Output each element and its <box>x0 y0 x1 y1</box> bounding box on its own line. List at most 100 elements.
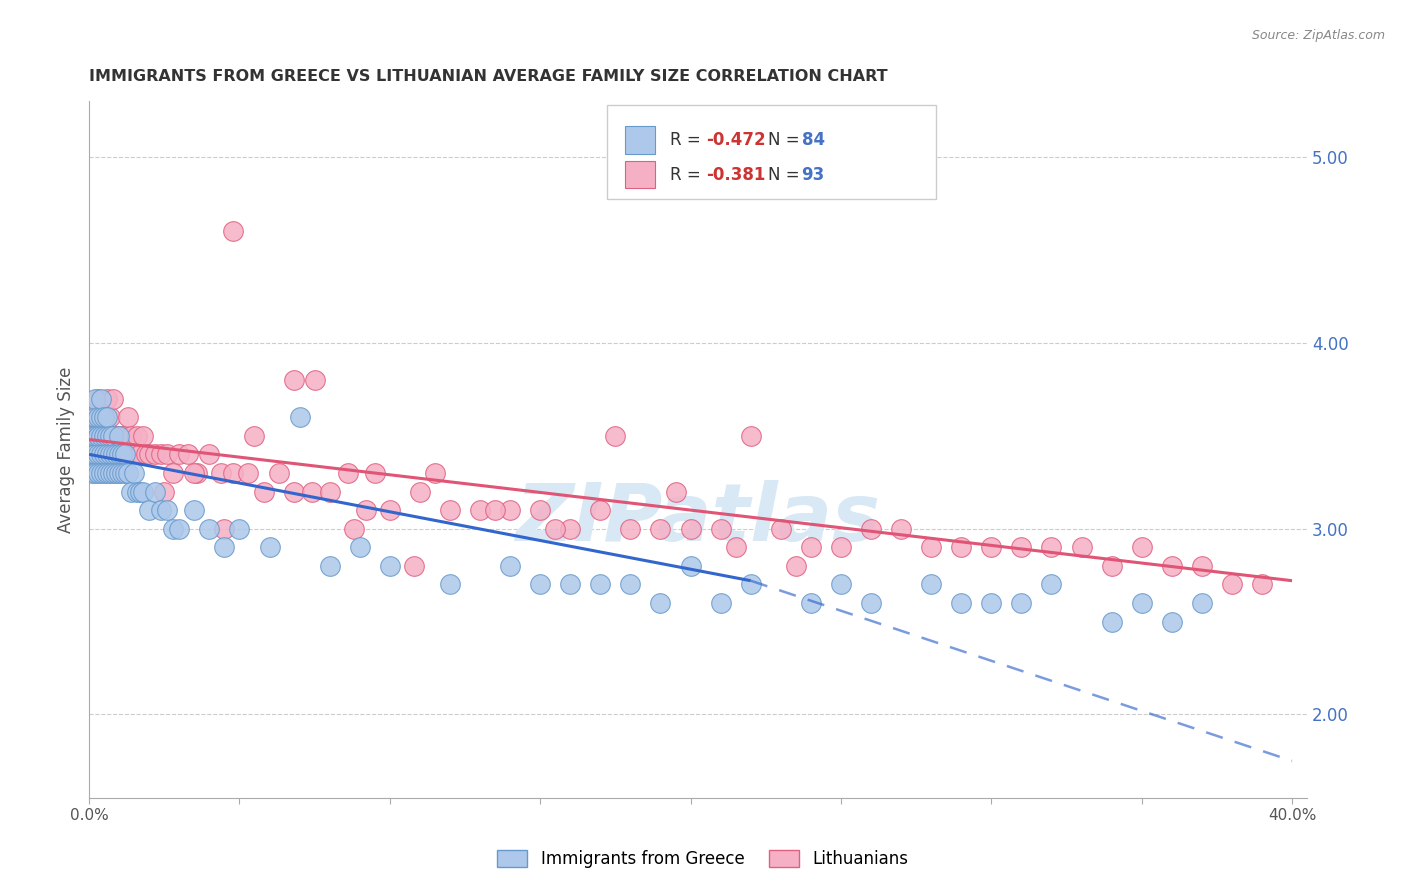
Point <box>186 466 208 480</box>
Point <box>228 522 250 536</box>
Point <box>544 522 567 536</box>
Point <box>105 466 128 480</box>
Point <box>114 466 136 480</box>
Point <box>87 447 110 461</box>
Point <box>120 484 142 499</box>
Point <box>105 447 128 461</box>
Point <box>301 484 323 499</box>
Point <box>96 466 118 480</box>
Point <box>122 466 145 480</box>
Point <box>890 522 912 536</box>
Point <box>198 522 221 536</box>
Point <box>800 541 823 555</box>
Point <box>619 577 641 591</box>
Point <box>132 429 155 443</box>
Point <box>138 503 160 517</box>
Point <box>243 429 266 443</box>
Point <box>93 410 115 425</box>
Point <box>96 429 118 443</box>
Point <box>183 503 205 517</box>
Point <box>304 373 326 387</box>
Point <box>98 429 121 443</box>
Point <box>127 429 149 443</box>
Point <box>349 541 371 555</box>
Point <box>84 447 107 461</box>
Point <box>111 466 134 480</box>
Point <box>859 596 882 610</box>
Point <box>664 484 686 499</box>
Point <box>150 447 173 461</box>
Point <box>378 558 401 573</box>
Point <box>153 484 176 499</box>
Point <box>120 429 142 443</box>
Point <box>499 558 522 573</box>
Point <box>439 577 461 591</box>
Point <box>354 503 377 517</box>
Point <box>920 541 942 555</box>
Point <box>1191 558 1213 573</box>
Point <box>1191 596 1213 610</box>
Point <box>122 447 145 461</box>
Point <box>105 429 128 443</box>
Point <box>117 466 139 480</box>
Y-axis label: Average Family Size: Average Family Size <box>58 367 75 533</box>
Point <box>222 466 245 480</box>
Point <box>468 503 491 517</box>
Point <box>87 410 110 425</box>
Point <box>214 541 236 555</box>
Text: IMMIGRANTS FROM GREECE VS LITHUANIAN AVERAGE FAMILY SIZE CORRELATION CHART: IMMIGRANTS FROM GREECE VS LITHUANIAN AVE… <box>89 69 887 84</box>
Point <box>108 429 131 443</box>
Point <box>1101 558 1123 573</box>
Point <box>740 577 762 591</box>
Point <box>409 484 432 499</box>
Point <box>87 429 110 443</box>
Point <box>80 466 103 480</box>
Point <box>1160 558 1182 573</box>
Point <box>1101 615 1123 629</box>
Point <box>84 429 107 443</box>
Point <box>222 224 245 238</box>
Point <box>950 596 973 610</box>
Point <box>177 447 200 461</box>
Text: N =: N = <box>768 166 804 184</box>
Point <box>143 484 166 499</box>
Point <box>378 503 401 517</box>
Point <box>650 522 672 536</box>
Point <box>423 466 446 480</box>
Point <box>1010 541 1032 555</box>
Point <box>830 541 852 555</box>
Text: -0.472: -0.472 <box>707 130 766 149</box>
Point <box>127 484 149 499</box>
Point <box>183 466 205 480</box>
Text: ZIPatlas: ZIPatlas <box>516 481 880 558</box>
Point <box>93 447 115 461</box>
Point <box>108 466 131 480</box>
Point <box>1220 577 1243 591</box>
Point <box>209 466 232 480</box>
Point <box>80 429 103 443</box>
Point <box>1040 577 1063 591</box>
Point <box>80 447 103 461</box>
Point <box>96 429 118 443</box>
Point <box>98 466 121 480</box>
Point <box>238 466 260 480</box>
Point <box>1251 577 1274 591</box>
Point <box>950 541 973 555</box>
Point <box>589 503 612 517</box>
Point <box>343 522 366 536</box>
Point <box>156 447 179 461</box>
Point <box>114 429 136 443</box>
Point <box>90 392 112 406</box>
Point <box>529 577 551 591</box>
Legend: Immigrants from Greece, Lithuanians: Immigrants from Greece, Lithuanians <box>491 843 915 875</box>
Point <box>169 447 191 461</box>
Point <box>1010 596 1032 610</box>
Point <box>111 429 134 443</box>
Point <box>90 410 112 425</box>
Point <box>214 522 236 536</box>
Point <box>129 484 152 499</box>
Point <box>283 373 305 387</box>
Point <box>710 522 733 536</box>
Point <box>138 447 160 461</box>
Point <box>90 410 112 425</box>
